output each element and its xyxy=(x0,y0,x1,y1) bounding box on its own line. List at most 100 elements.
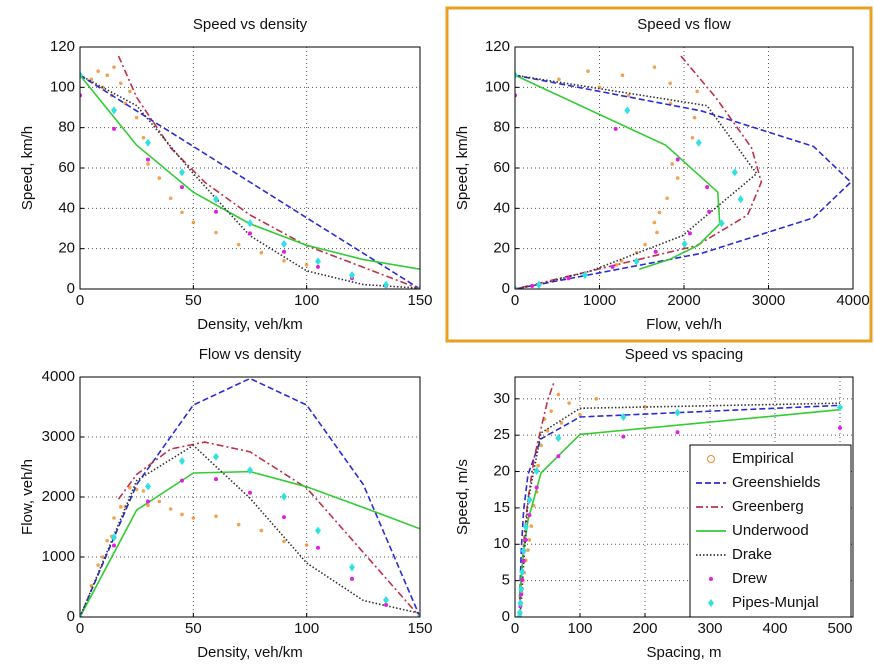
y-axis-label: Flow, veh/h xyxy=(19,459,36,535)
empirical-point xyxy=(549,409,553,413)
y-tick-label: 1000 xyxy=(42,548,75,565)
legend-label: Drew xyxy=(732,570,767,587)
empirical-point xyxy=(180,512,184,517)
x-tick-label: 100 xyxy=(567,620,592,637)
y-tick-label: 20 xyxy=(58,240,75,257)
empirical-point xyxy=(557,77,561,82)
empirical-point xyxy=(134,115,139,120)
drew-marker xyxy=(653,249,658,254)
x-tick-label: 100 xyxy=(294,620,319,637)
y-axis-label: Speed, km/h xyxy=(19,126,36,210)
empirical-point xyxy=(529,524,534,528)
drew-marker xyxy=(523,537,528,542)
y-tick-label: 80 xyxy=(58,119,75,136)
chart-title: Flow vs density xyxy=(199,346,302,363)
x-tick-label: 0 xyxy=(76,292,84,309)
pipes-munjal-marker xyxy=(383,280,389,289)
y-tick-label: 120 xyxy=(485,38,510,55)
drew-marker xyxy=(610,264,615,269)
y-tick-label: 0 xyxy=(67,280,75,297)
drew-marker xyxy=(556,454,561,459)
model-line xyxy=(515,74,758,289)
drew-marker xyxy=(534,485,539,490)
model-line xyxy=(515,74,853,289)
pipes-munjal-marker xyxy=(535,280,542,289)
empirical-point xyxy=(665,196,669,201)
empirical-point xyxy=(626,93,631,98)
empirical-point xyxy=(168,507,173,511)
pipes-munjal-marker xyxy=(737,195,744,204)
pipes-munjal-marker xyxy=(681,240,688,249)
pipes-munjal-marker xyxy=(213,195,219,204)
pipes-munjal-marker xyxy=(526,495,533,504)
legend-label: Greenshields xyxy=(732,474,820,491)
pipes-munjal-marker xyxy=(718,219,725,228)
legend-label: Empirical xyxy=(732,450,794,467)
model-line xyxy=(80,377,420,617)
x-axis-label: Density, veh/km xyxy=(197,644,303,661)
drew-marker xyxy=(180,478,184,483)
pipes-munjal-marker xyxy=(213,452,219,461)
pipes-munjal-marker xyxy=(533,466,540,475)
y-tick-label: 10 xyxy=(493,535,510,552)
pipes-munjal-marker xyxy=(522,522,529,531)
chart-title: Speed vs spacing xyxy=(625,346,743,363)
axes-frame xyxy=(79,46,421,290)
axes-frame xyxy=(514,46,854,290)
pipes-munjal-marker xyxy=(620,413,627,421)
y-axis-label: Speed, km/h xyxy=(454,126,471,210)
drew-marker xyxy=(521,559,526,563)
empirical-point xyxy=(652,65,657,69)
empirical-point xyxy=(578,413,582,417)
empirical-point xyxy=(657,210,662,215)
pipes-munjal-marker xyxy=(731,168,738,177)
x-tick-label: 0 xyxy=(511,620,519,637)
empirical-point xyxy=(668,81,672,86)
drew-marker xyxy=(675,157,680,162)
y-tick-label: 25 xyxy=(493,426,510,443)
empirical-point xyxy=(692,115,697,120)
model-line xyxy=(117,441,420,617)
x-tick-label: 500 xyxy=(827,620,852,637)
empirical-point xyxy=(168,196,173,201)
empirical-point xyxy=(119,505,123,509)
legend-label: Greenberg xyxy=(732,498,804,515)
pipes-munjal-marker xyxy=(518,585,525,594)
empirical-point xyxy=(539,443,543,448)
drew-marker xyxy=(316,264,320,269)
pipes-munjal-marker xyxy=(520,546,527,555)
drew-marker xyxy=(146,157,150,162)
empirical-point xyxy=(112,516,116,520)
empirical-point xyxy=(191,220,196,225)
empirical-point xyxy=(620,73,625,78)
drew-marker xyxy=(384,602,388,607)
empirical-point xyxy=(259,528,264,533)
y-tick-label: 40 xyxy=(493,199,510,216)
pipes-munjal-marker xyxy=(581,271,588,280)
empirical-point xyxy=(536,463,541,468)
empirical-point xyxy=(236,242,241,247)
drew-marker xyxy=(566,276,571,281)
empirical-point xyxy=(675,176,680,180)
legend-swatch xyxy=(707,455,715,463)
empirical-point xyxy=(304,543,309,547)
drew-marker xyxy=(675,430,680,435)
empirical-point xyxy=(236,522,241,527)
empirical-point xyxy=(643,242,647,247)
x-tick-label: 1000 xyxy=(583,292,616,309)
empirical-point xyxy=(567,401,571,405)
x-tick-label: 100 xyxy=(294,292,319,309)
empirical-point xyxy=(556,392,561,397)
empirical-point xyxy=(259,250,264,255)
empirical-point xyxy=(105,73,109,78)
y-tick-label: 0 xyxy=(502,608,510,625)
y-tick-label: 60 xyxy=(58,159,75,176)
pipes-munjal-marker xyxy=(247,219,253,228)
pipes-munjal-marker xyxy=(281,240,287,249)
axes-frame xyxy=(79,376,421,618)
y-tick-label: 80 xyxy=(493,119,510,136)
y-tick-label: 20 xyxy=(493,240,510,257)
legend-label: Drake xyxy=(732,546,772,563)
x-axis-label: Flow, veh/h xyxy=(646,316,722,333)
